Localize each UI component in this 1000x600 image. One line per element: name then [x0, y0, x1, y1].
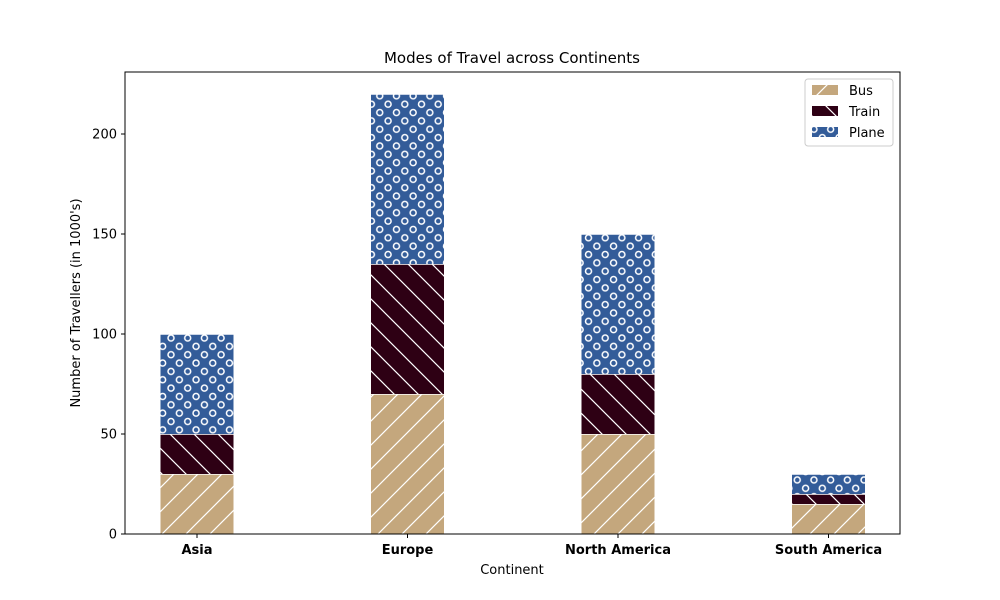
- legend-swatch-hatch: [812, 106, 838, 116]
- bar-bus-north-america: [581, 433, 655, 534]
- y-axis-label: Number of Travellers (in 1000's): [69, 198, 84, 407]
- legend-item-plane: Plane: [812, 126, 885, 141]
- bar-bus-asia: [160, 473, 234, 534]
- bar-hatch: [581, 434, 655, 534]
- bar-hatch: [160, 334, 234, 434]
- bar-train-europe: [371, 263, 444, 394]
- bar-bus-south-america: [792, 503, 865, 534]
- legend-swatch-hatch: [812, 127, 838, 137]
- legend-item-train: Train: [812, 105, 880, 120]
- bars-layer: [160, 93, 865, 534]
- bar-hatch: [581, 234, 655, 374]
- x-tick-label: Asia: [181, 543, 212, 558]
- x-axis-label: Continent: [480, 563, 544, 578]
- bar-hatch: [581, 374, 655, 434]
- x-tick-label: North America: [565, 543, 671, 558]
- bar-plane-north-america: [581, 233, 655, 374]
- y-tick-label: 0: [109, 528, 117, 543]
- bar-train-asia: [160, 433, 234, 474]
- y-axis: 0 50 100 150 200: [92, 128, 125, 543]
- legend-label: Train: [848, 105, 880, 120]
- bar-hatch: [371, 264, 444, 394]
- bar-hatch: [792, 494, 865, 504]
- y-tick-label: 50: [100, 428, 117, 443]
- plot-frame: [124, 71, 901, 535]
- legend-label: Bus: [849, 84, 873, 99]
- bar-plane-europe: [371, 93, 444, 264]
- bar-hatch: [371, 394, 444, 534]
- bar-hatch: [792, 504, 865, 534]
- legend: Bus Train Plane: [804, 78, 894, 147]
- bar-plane-south-america: [792, 473, 865, 494]
- y-tick-label: 200: [92, 128, 117, 143]
- bar-hatch: [160, 434, 234, 474]
- bar-bus-europe: [371, 393, 444, 534]
- chart-title: Modes of Travel across Continents: [384, 49, 640, 67]
- legend-swatch-hatch: [812, 85, 838, 95]
- x-axis: Asia Europe North America South America: [181, 534, 882, 558]
- bar-hatch: [160, 474, 234, 534]
- x-tick-label: South America: [775, 543, 882, 558]
- y-tick-label: 100: [92, 328, 117, 343]
- bar-hatch: [792, 474, 865, 494]
- bar-hatch: [371, 94, 444, 264]
- bar-train-south-america: [792, 493, 865, 504]
- bar-train-north-america: [581, 373, 655, 434]
- y-tick-label: 150: [92, 228, 117, 243]
- legend-item-bus: Bus: [812, 84, 873, 99]
- x-tick-label: Europe: [382, 543, 434, 558]
- legend-label: Plane: [849, 126, 885, 141]
- bar-plane-asia: [160, 333, 234, 434]
